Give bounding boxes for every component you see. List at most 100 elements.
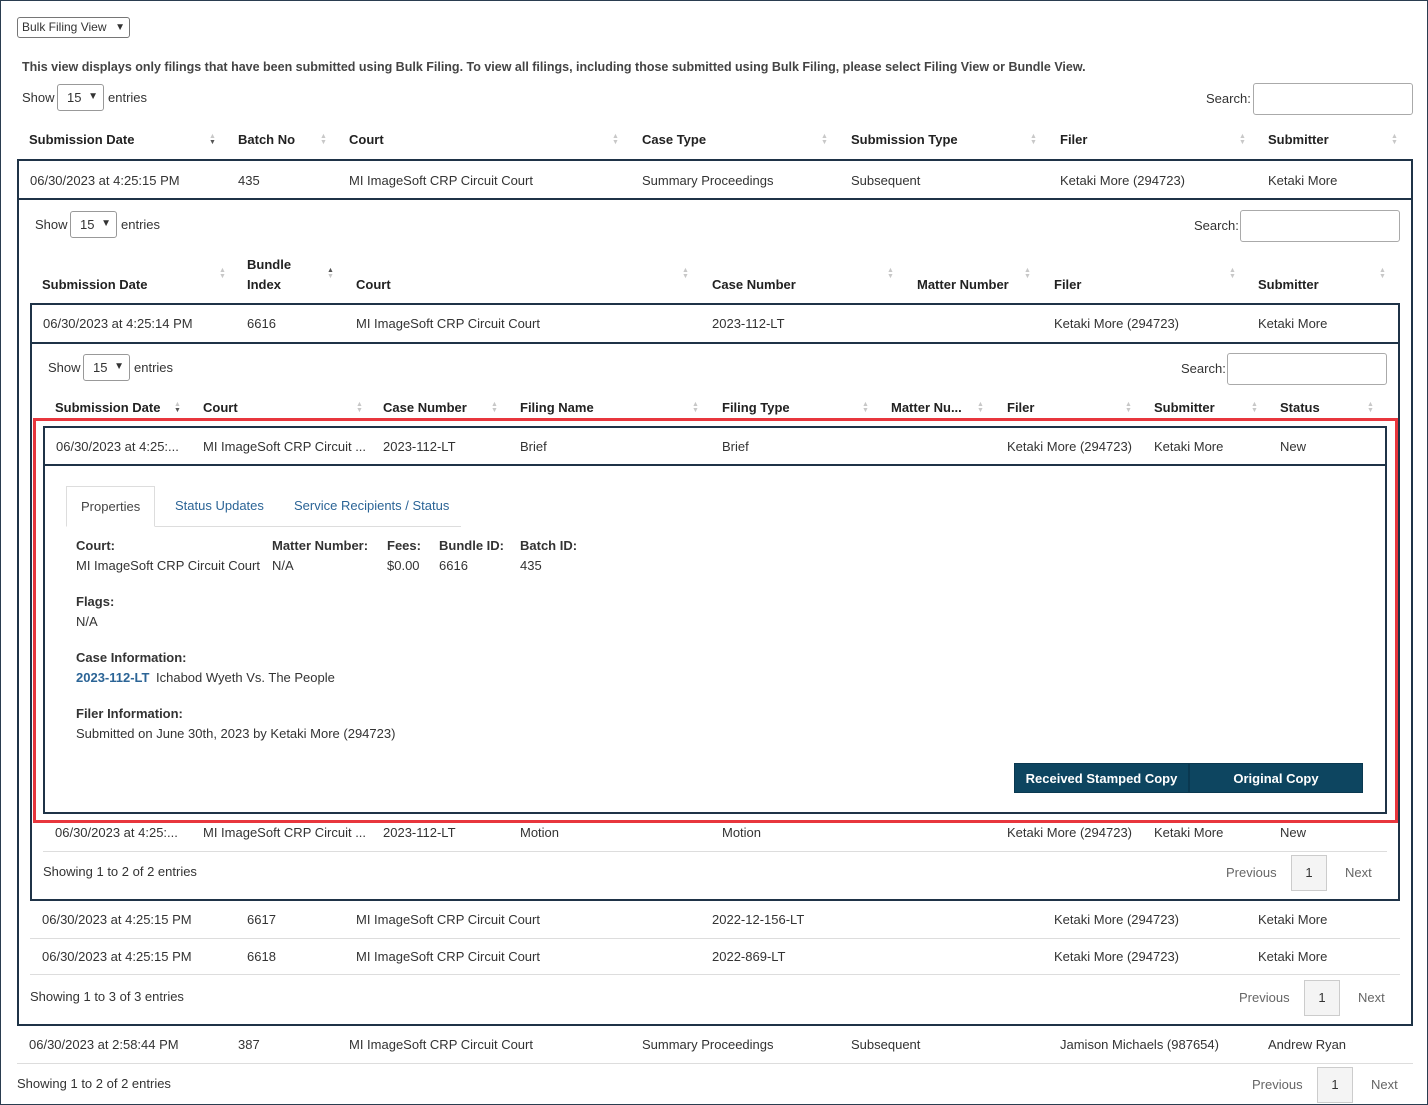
- cell: 06/30/2023 at 4:25:14 PM: [43, 316, 193, 331]
- filing-page-1-button[interactable]: 1: [1291, 855, 1327, 891]
- cell: MI ImageSoft CRP Circuit Court: [349, 173, 533, 188]
- outer-next-button[interactable]: Next: [1371, 1077, 1398, 1092]
- filing-previous-button[interactable]: Previous: [1226, 865, 1277, 880]
- divider: [30, 938, 1400, 939]
- cell: 06/30/2023 at 4:25:15 PM: [42, 949, 192, 964]
- tab-status-updates[interactable]: Status Updates: [169, 486, 270, 525]
- cell: MI ImageSoft CRP Circuit Court: [356, 949, 540, 964]
- cell: 2023-112-LT: [383, 825, 456, 840]
- bulk-notice: This view displays only filings that hav…: [22, 60, 1086, 74]
- bundle-page-1-button[interactable]: 1: [1304, 980, 1340, 1016]
- outer-col-case-type[interactable]: Case Type: [642, 132, 707, 147]
- sort-icon: ▲ ▼: [1379, 267, 1386, 280]
- matter-number-label: Matter Number:: [272, 538, 369, 553]
- filing-page-size-select[interactable]: 15 ▼: [83, 354, 130, 381]
- bundle-col-index[interactable]: Index: [247, 277, 281, 292]
- divider: [17, 1063, 1413, 1064]
- bundle-page-size-select[interactable]: 15 ▼: [70, 211, 117, 238]
- search-label: Search:: [1181, 361, 1226, 376]
- bundle-previous-button[interactable]: Previous: [1239, 990, 1290, 1005]
- batch-id-value: 435: [520, 558, 542, 573]
- filing-col-filing-name[interactable]: Filing Name: [520, 400, 594, 415]
- show-label: Show: [22, 90, 55, 105]
- outer-page-size-select[interactable]: 15 ▼: [57, 84, 104, 111]
- entries-label: entries: [108, 90, 148, 105]
- cell: 06/30/2023 at 4:25:15 PM: [30, 173, 180, 188]
- cell: Ketaki More: [1258, 949, 1328, 964]
- original-copy-button[interactable]: Original Copy: [1189, 763, 1363, 793]
- cell: Ketaki More: [1154, 439, 1224, 454]
- outer-col-filer[interactable]: Filer: [1060, 132, 1088, 147]
- bundle-col-matter-number[interactable]: Matter Number: [917, 277, 1009, 292]
- case-number-link[interactable]: 2023-112-LT: [76, 670, 150, 685]
- bundle-col-submission-date[interactable]: Submission Date: [42, 277, 148, 292]
- cell: MI ImageSoft CRP Circuit Court: [349, 1037, 533, 1052]
- cell: 6616: [247, 316, 276, 331]
- outer-col-submission-type[interactable]: Submission Type: [851, 132, 958, 147]
- outer-search-input[interactable]: [1253, 83, 1413, 115]
- filing-col-court[interactable]: Court: [203, 400, 238, 415]
- cell: Ketaki More (294723): [1054, 949, 1180, 964]
- sort-icon: ▲ ▼: [1239, 133, 1246, 146]
- chevron-down-icon: ▼: [114, 361, 124, 372]
- filing-col-submission-date[interactable]: Submission Date: [55, 400, 161, 415]
- cell: Andrew Ryan: [1268, 1037, 1347, 1052]
- tab-service-recipients[interactable]: Service Recipients / Status: [288, 486, 455, 525]
- filing-col-status[interactable]: Status: [1280, 400, 1320, 415]
- outer-col-submitter[interactable]: Submitter: [1268, 132, 1329, 147]
- chevron-down-icon: ▼: [88, 91, 98, 102]
- cell: Summary Proceedings: [642, 1037, 774, 1052]
- outer-col-batch-no[interactable]: Batch No: [238, 132, 296, 147]
- received-stamped-copy-button[interactable]: Received Stamped Copy: [1014, 763, 1189, 793]
- bundle-id-label: Bundle ID:: [439, 538, 504, 553]
- bundle-table-info: Showing 1 to 3 of 3 entries: [30, 989, 184, 1004]
- bundle-search-input[interactable]: [1240, 210, 1400, 242]
- cell: Brief: [520, 439, 547, 454]
- sort-icon: ▲ ▼: [209, 133, 216, 146]
- bundle-col-filer[interactable]: Filer: [1054, 277, 1082, 292]
- sort-icon: ▲ ▼: [682, 267, 689, 280]
- entries-label: entries: [134, 360, 174, 375]
- filing-col-matter-number[interactable]: Matter Nu...: [891, 400, 962, 415]
- bundle-col-submitter[interactable]: Submitter: [1258, 277, 1319, 292]
- case-info-label: Case Information:: [76, 650, 187, 665]
- filing-col-case-number[interactable]: Case Number: [383, 400, 467, 415]
- cell: Summary Proceedings: [642, 173, 774, 188]
- sort-icon: ▲ ▼: [491, 401, 498, 414]
- filing-col-submitter[interactable]: Submitter: [1154, 400, 1215, 415]
- cell: 06/30/2023 at 2:58:44 PM: [29, 1037, 179, 1052]
- flags-value: N/A: [76, 614, 98, 629]
- cell: Motion: [722, 825, 762, 840]
- filing-next-button[interactable]: Next: [1345, 865, 1372, 880]
- bundle-col-case-number[interactable]: Case Number: [712, 277, 796, 292]
- bundle-col-court[interactable]: Court: [356, 277, 391, 292]
- cell: 435: [238, 173, 260, 188]
- bundle-next-button[interactable]: Next: [1358, 990, 1385, 1005]
- filing-search-input[interactable]: [1227, 353, 1387, 385]
- sort-icon: ▲ ▼: [692, 401, 699, 414]
- matter-number-value: N/A: [272, 558, 294, 573]
- outer-col-submission-date[interactable]: Submission Date: [29, 132, 135, 147]
- filing-col-filer[interactable]: Filer: [1007, 400, 1035, 415]
- page-size-value: 15: [93, 360, 108, 375]
- outer-previous-button[interactable]: Previous: [1252, 1077, 1303, 1092]
- sort-icon: ▲ ▼: [1367, 401, 1374, 414]
- outer-col-court[interactable]: Court: [349, 132, 384, 147]
- filing-col-filing-type[interactable]: Filing Type: [722, 400, 790, 415]
- view-select[interactable]: Bulk Filing View ▼: [17, 17, 130, 38]
- outer-page-1-button[interactable]: 1: [1317, 1067, 1353, 1103]
- cell: MI ImageSoft CRP Circuit Court: [356, 316, 540, 331]
- sort-icon: ▲ ▼: [219, 267, 226, 280]
- cell: 387: [238, 1037, 260, 1052]
- bundle-col-bundle[interactable]: Bundle: [247, 257, 292, 272]
- entries-label: entries: [121, 217, 161, 232]
- show-label: Show: [48, 360, 81, 375]
- batch-id-label: Batch ID:: [520, 538, 578, 553]
- tab-properties[interactable]: Properties: [66, 486, 156, 527]
- cell: Ketaki More (294723): [1060, 173, 1186, 188]
- cell: Ketaki More (294723): [1054, 316, 1180, 331]
- filing-row-expanded: [43, 426, 1387, 814]
- cell: 06/30/2023 at 4:25:...: [55, 825, 178, 840]
- cell: New: [1280, 825, 1307, 840]
- divider: [30, 342, 1400, 344]
